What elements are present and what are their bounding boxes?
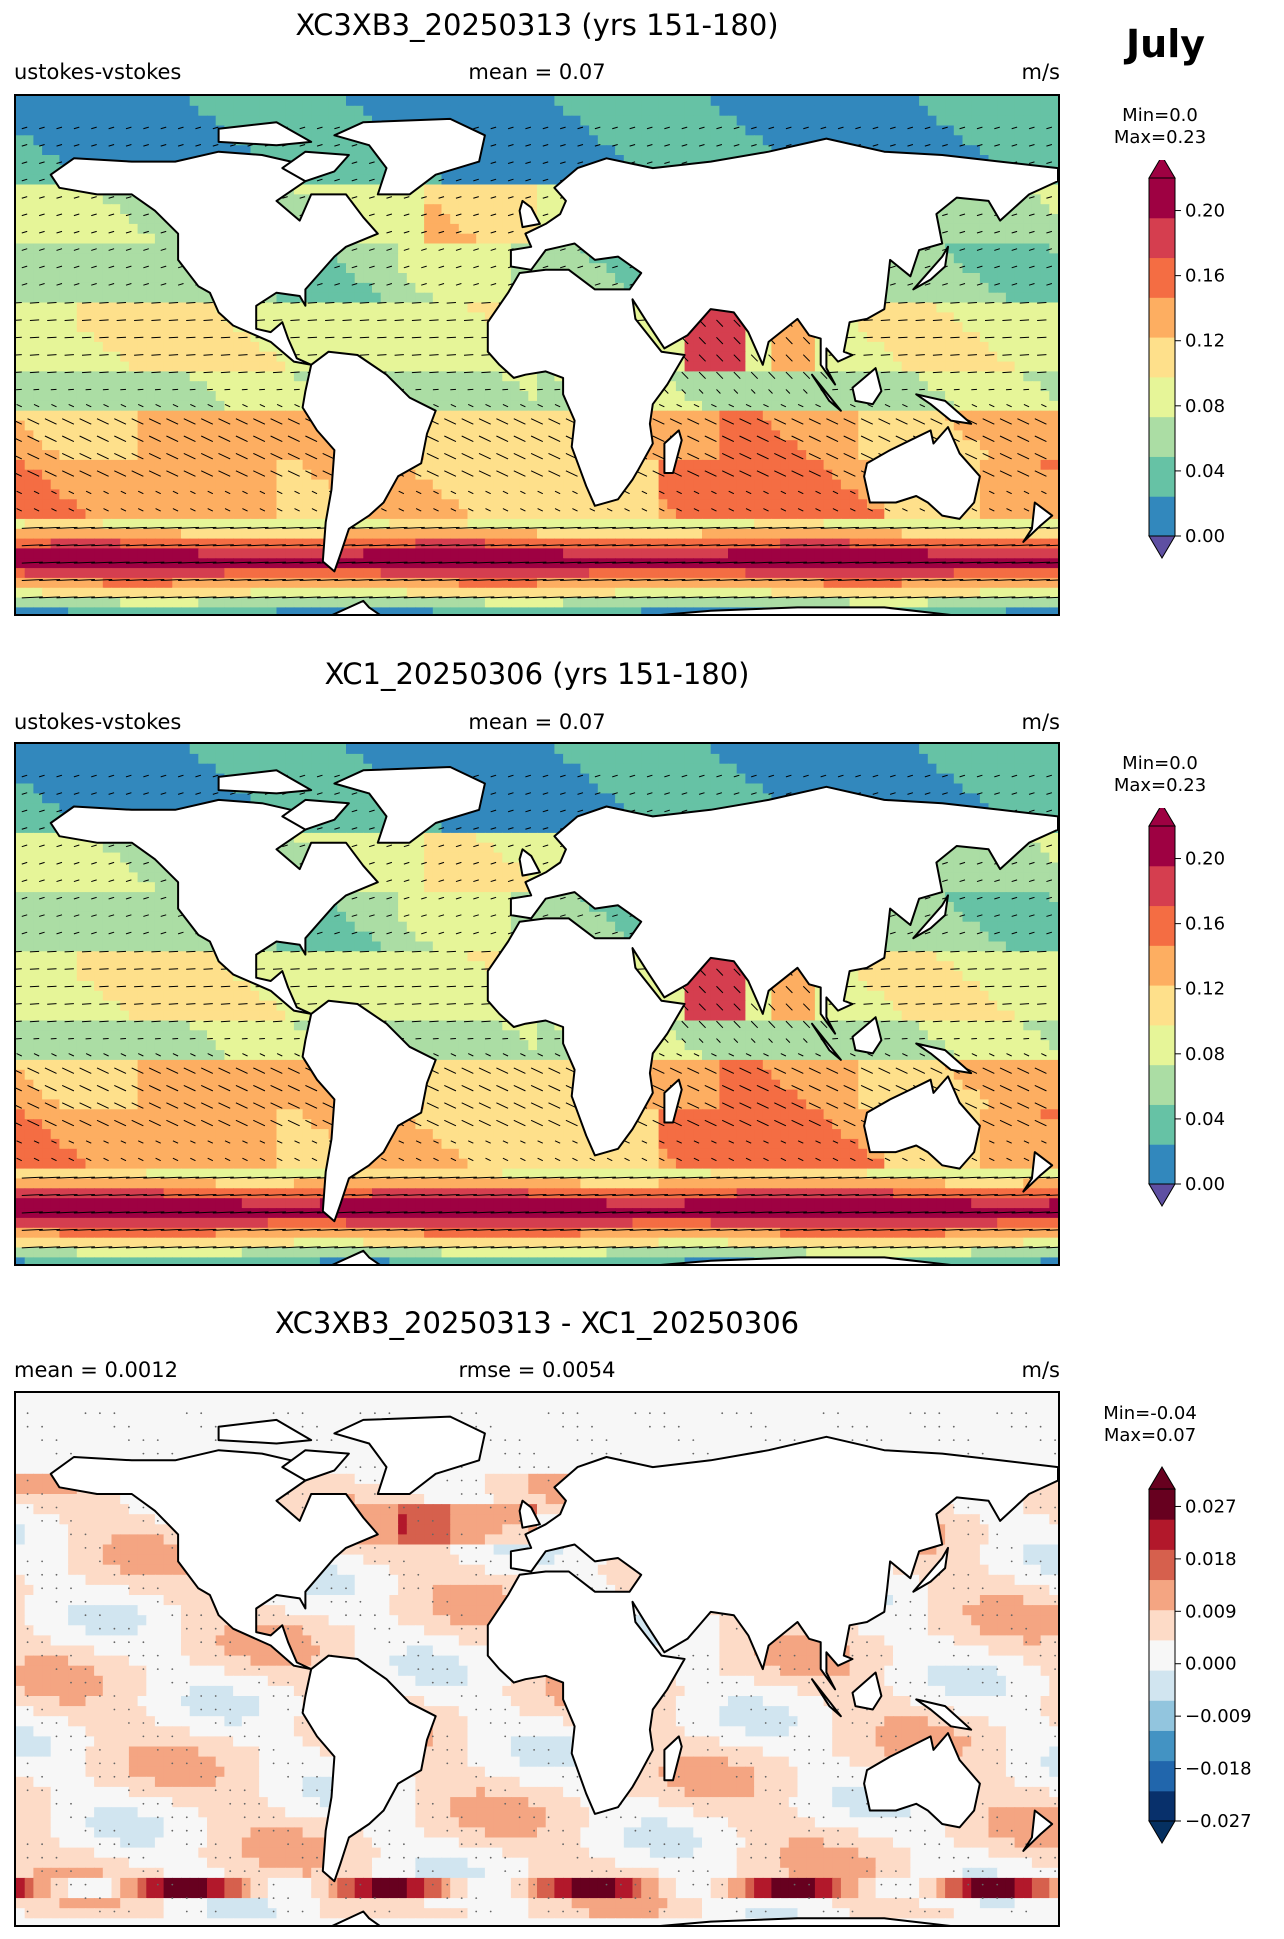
- colorbar-tick-label: 0.027: [1185, 1496, 1237, 1517]
- panel3-mean-label: mean = 0.0012: [14, 1358, 178, 1382]
- panel2-variable-label: ustokes-vstokes: [14, 710, 181, 734]
- colorbar-under-arrow: [1148, 535, 1176, 559]
- panel1-colorbar: 0.00 0.04 0.08 0.12 0.16 0.20: [1145, 155, 1284, 560]
- colorbar-swatch: [1149, 1730, 1175, 1762]
- colorbar-swatch: [1149, 496, 1175, 537]
- panel3-min-label: Min=-0.04: [1090, 1403, 1210, 1425]
- panel2-map: [14, 742, 1060, 1266]
- colorbar-swatch: [1149, 217, 1175, 259]
- colorbar-tick-label: 0.00: [1185, 1174, 1225, 1195]
- colorbar-tick-label: 0.12: [1185, 979, 1225, 1000]
- continents: [49, 117, 1058, 614]
- colorbar-swatch: [1149, 945, 1175, 986]
- colorbar-tick-label: 0.04: [1185, 461, 1225, 482]
- continents: [49, 766, 1058, 1264]
- colorbar-tick-label: 0.08: [1185, 396, 1225, 417]
- colorbar-swatch: [1149, 456, 1175, 497]
- colorbar-swatch: [1149, 1519, 1175, 1550]
- panel3-colorbar: −0.027 −0.018 −0.009 0.000 0.009 0.018 0.027: [1145, 1455, 1284, 1855]
- colorbar-tick-label: 0.16: [1185, 266, 1225, 287]
- colorbar-swatch: [1149, 1549, 1175, 1581]
- colorbar-over-arrow: [1148, 1466, 1176, 1490]
- colorbar-tick-label: 0.16: [1185, 914, 1225, 935]
- colorbar-swatch: [1149, 1670, 1175, 1701]
- panel1-variable-label: ustokes-vstokes: [14, 60, 181, 84]
- colorbar-tick-label: 0.000: [1185, 1654, 1237, 1675]
- colorbar-swatch: [1149, 1700, 1175, 1731]
- colorbar-tick-label: 0.04: [1185, 1109, 1225, 1130]
- colorbar-tick-label: 0.12: [1185, 331, 1225, 352]
- continents: [49, 1415, 1058, 1925]
- colorbar-swatch: [1149, 297, 1175, 338]
- panel3-max-label: Max=0.07: [1090, 1425, 1210, 1447]
- colorbar-swatch: [1149, 1144, 1175, 1185]
- colorbar-tick-label: 0.018: [1185, 1549, 1237, 1570]
- colorbar-swatch: [1149, 257, 1175, 298]
- colorbar-swatch: [1149, 826, 1175, 867]
- colorbar-swatch: [1149, 416, 1175, 457]
- colorbar-swatch: [1149, 1609, 1175, 1641]
- panel2-title: XC1_20250306 (yrs 151-180): [14, 657, 1060, 691]
- colorbar-swatch: [1149, 178, 1175, 219]
- colorbar-tick-label: 0.00: [1185, 526, 1225, 547]
- colorbar-tick-label: −0.027: [1185, 1811, 1252, 1832]
- month-label: July: [1126, 22, 1205, 66]
- panel2-units: m/s: [1010, 710, 1060, 734]
- colorbar-tick-label: −0.018: [1185, 1759, 1252, 1780]
- colorbar-tick-label: 0.08: [1185, 1044, 1225, 1065]
- panel1-title: XC3XB3_20250313 (yrs 151-180): [14, 8, 1060, 42]
- colorbar-swatch: [1149, 1579, 1175, 1611]
- panel2-min-label: Min=0.0: [1100, 753, 1220, 775]
- colorbar-under-arrow: [1148, 1820, 1176, 1844]
- panel3-units: m/s: [1010, 1358, 1060, 1382]
- colorbar-swatch: [1149, 337, 1175, 378]
- panel2-mean-label: mean = 0.07: [14, 710, 1060, 734]
- colorbar-swatch: [1149, 985, 1175, 1026]
- colorbar-swatch: [1149, 376, 1175, 418]
- panel1-units: m/s: [1010, 60, 1060, 84]
- panel1-max-label: Max=0.23: [1100, 127, 1220, 149]
- colorbar-tick-label: 0.009: [1185, 1601, 1237, 1622]
- colorbar-tick-label: 0.20: [1185, 849, 1225, 870]
- panel2-colorbar: 0.00 0.04 0.08 0.12 0.16 0.20: [1145, 803, 1284, 1208]
- colorbar-swatch: [1149, 1639, 1175, 1671]
- colorbar-tick-label: −0.009: [1185, 1706, 1252, 1727]
- colorbar-swatch: [1149, 905, 1175, 946]
- colorbar-swatch: [1149, 1104, 1175, 1145]
- colorbar-under-arrow: [1148, 1183, 1176, 1207]
- panel1-map: [14, 94, 1060, 616]
- panel1-mean-label: mean = 0.07: [14, 60, 1060, 84]
- colorbar-tick-label: 0.20: [1185, 201, 1225, 222]
- colorbar-over-arrow: [1148, 155, 1176, 179]
- panel1-min-label: Min=0.0: [1100, 105, 1220, 127]
- panel2-max-label: Max=0.23: [1100, 775, 1220, 797]
- colorbar-swatch: [1149, 1790, 1175, 1822]
- colorbar-swatch: [1149, 1024, 1175, 1066]
- colorbar-swatch: [1149, 1064, 1175, 1105]
- colorbar-swatch: [1149, 1760, 1175, 1792]
- panel3-title: XC3XB3_20250313 - XC1_20250306: [14, 1306, 1060, 1340]
- panel3-map: [14, 1391, 1060, 1927]
- colorbar-swatch: [1149, 865, 1175, 907]
- panel3-rmse-label: rmse = 0.0054: [14, 1358, 1060, 1382]
- colorbar-swatch: [1149, 1489, 1175, 1520]
- colorbar-over-arrow: [1148, 803, 1176, 827]
